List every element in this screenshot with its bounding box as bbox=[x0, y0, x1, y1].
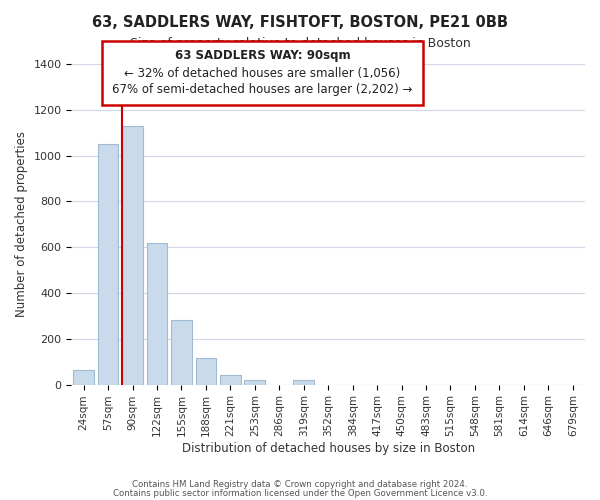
Text: 67% of semi-detached houses are larger (2,202) →: 67% of semi-detached houses are larger (… bbox=[112, 84, 413, 96]
Text: Contains HM Land Registry data © Crown copyright and database right 2024.: Contains HM Land Registry data © Crown c… bbox=[132, 480, 468, 489]
Bar bbox=[73, 370, 94, 384]
Bar bbox=[146, 242, 167, 384]
Bar bbox=[171, 320, 192, 384]
Text: ← 32% of detached houses are smaller (1,056): ← 32% of detached houses are smaller (1,… bbox=[124, 66, 401, 80]
Text: Size of property relative to detached houses in Boston: Size of property relative to detached ho… bbox=[130, 38, 470, 51]
Bar bbox=[98, 144, 118, 384]
Bar bbox=[293, 380, 314, 384]
Bar bbox=[244, 380, 265, 384]
Text: 63 SADDLERS WAY: 90sqm: 63 SADDLERS WAY: 90sqm bbox=[175, 50, 350, 62]
Text: Contains public sector information licensed under the Open Government Licence v3: Contains public sector information licen… bbox=[113, 489, 487, 498]
X-axis label: Distribution of detached houses by size in Boston: Distribution of detached houses by size … bbox=[182, 442, 475, 455]
Bar bbox=[220, 376, 241, 384]
Bar bbox=[122, 126, 143, 384]
Bar bbox=[196, 358, 217, 384]
Text: 63, SADDLERS WAY, FISHTOFT, BOSTON, PE21 0BB: 63, SADDLERS WAY, FISHTOFT, BOSTON, PE21… bbox=[92, 15, 508, 30]
Y-axis label: Number of detached properties: Number of detached properties bbox=[15, 132, 28, 318]
